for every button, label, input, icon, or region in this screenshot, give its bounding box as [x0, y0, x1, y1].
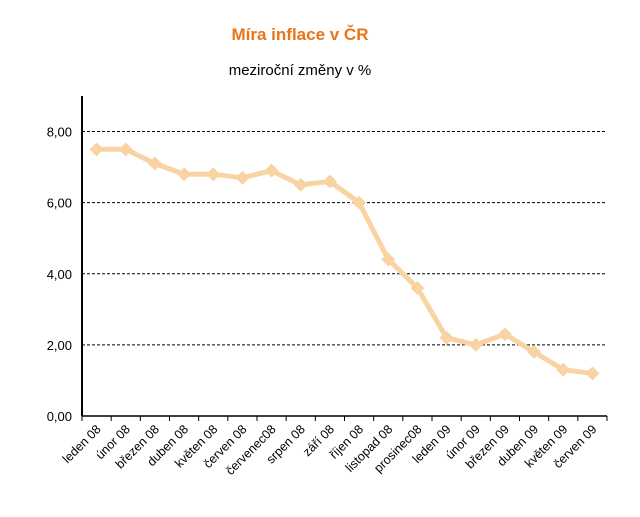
data-point — [439, 330, 454, 345]
data-point — [556, 362, 571, 377]
inflation-line — [94, 146, 595, 376]
chart-title: Míra inflace v ČR — [232, 25, 369, 44]
series-line — [94, 146, 595, 376]
data-point — [585, 366, 600, 381]
y-tick-label: 4,00 — [47, 267, 72, 282]
data-point — [118, 142, 133, 157]
data-point — [410, 281, 425, 295]
y-axis-ticks: 0,00 2,00 4,00 6,00 8,00 — [47, 125, 72, 424]
data-point — [147, 156, 162, 171]
data-point — [381, 252, 396, 267]
data-point — [352, 195, 367, 210]
data-point — [235, 170, 250, 185]
data-point — [264, 163, 279, 178]
data-point — [177, 167, 192, 182]
chart-subtitle: meziroční změny v % — [229, 62, 372, 79]
y-tick-label: 8,00 — [47, 125, 72, 140]
data-point — [468, 337, 483, 352]
data-point — [527, 345, 542, 359]
y-tick-label: 0,00 — [47, 409, 72, 424]
x-tick-label: leden 08 — [60, 422, 104, 466]
series-markers — [89, 142, 600, 381]
data-point — [206, 167, 221, 182]
data-point — [497, 327, 512, 342]
data-point — [293, 177, 308, 192]
data-point — [89, 142, 104, 157]
data-point — [322, 174, 337, 189]
y-tick-label: 6,00 — [47, 196, 72, 211]
axes — [81, 96, 608, 421]
y-tick-label: 2,00 — [47, 338, 72, 353]
